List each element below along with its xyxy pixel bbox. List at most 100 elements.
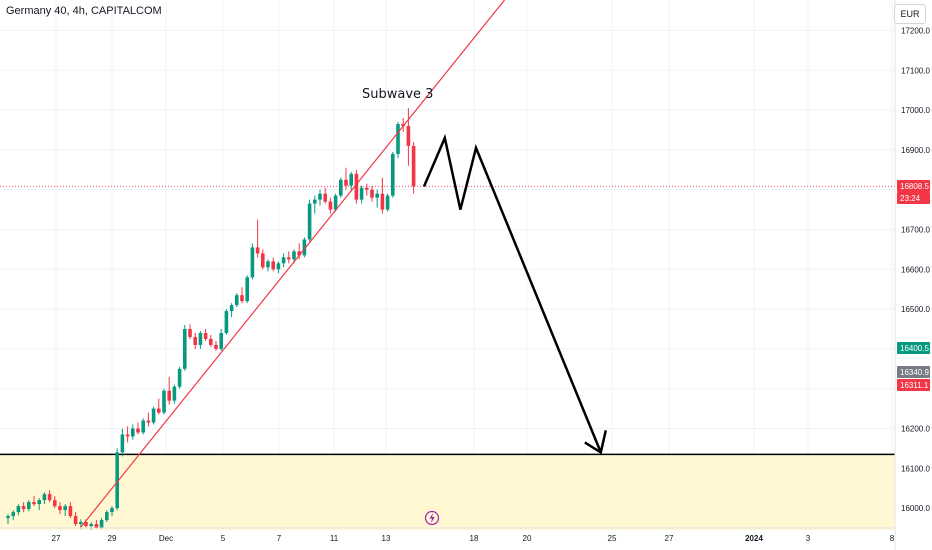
currency-button[interactable]: EUR [894, 4, 926, 24]
x-tick-label: 11 [330, 534, 339, 543]
candle-body [99, 520, 104, 528]
candle-body [359, 187, 364, 200]
candle-body [136, 428, 140, 433]
candle-body [396, 124, 400, 154]
subwave-label: Subwave 3 [362, 87, 433, 102]
x-tick-label: 7 [277, 534, 282, 543]
x-tick-label: 27 [665, 534, 674, 543]
price-badge [897, 366, 930, 378]
candle-body [53, 500, 57, 507]
candle-body [240, 295, 244, 302]
price-badge-label: 16400.5 [900, 344, 929, 353]
y-tick-label: 16500.0 [901, 305, 930, 314]
candle-body [162, 390, 166, 413]
candle-body [198, 332, 203, 345]
candle-body [255, 247, 260, 254]
candle-body [68, 506, 73, 517]
x-tick-label: 27 [52, 534, 61, 543]
candle-body [411, 145, 416, 187]
lightning-icon-glyph [429, 513, 435, 523]
y-tick-label: 16200.0 [901, 425, 930, 434]
x-tick-label: 29 [108, 534, 117, 543]
candle-body [42, 494, 47, 501]
candle-body [318, 193, 322, 200]
candle-body [16, 506, 21, 513]
x-tick-label: 2024 [745, 534, 763, 543]
y-tick-label: 17000.0 [901, 106, 930, 115]
lightning-icon[interactable] [424, 510, 440, 526]
symbol-title: Germany 40, 4h, CAPITALCOM [6, 5, 162, 17]
candle-body [323, 193, 327, 202]
candle-body [188, 329, 192, 337]
candle-body [47, 494, 52, 501]
candle-body [146, 420, 151, 423]
candle-body [157, 408, 161, 413]
candle-body [276, 263, 281, 270]
y-tick-label: 16000.0 [901, 504, 930, 513]
candle-body [406, 126, 411, 146]
price-badge-label: 16808.5 [900, 182, 929, 191]
price-badge-label: 16340.9 [900, 368, 929, 377]
candle-body [172, 386, 177, 401]
candle-body [89, 524, 93, 527]
trendline [80, 0, 506, 528]
candle-body [115, 452, 119, 509]
x-tick-label: 13 [382, 534, 391, 543]
candle-body [58, 506, 62, 511]
x-tick-label: 20 [523, 534, 532, 543]
candle-body [79, 522, 83, 525]
x-tick-label: Dec [159, 534, 173, 543]
candle-body [370, 189, 374, 198]
candle-body [365, 187, 369, 190]
candle-body [214, 344, 218, 349]
candle-body [385, 195, 390, 210]
x-tick-label: 8 [890, 534, 895, 543]
x-tick-label: 3 [806, 534, 811, 543]
candle-body [27, 502, 31, 509]
candle-body [63, 506, 67, 511]
candle-body [302, 239, 307, 256]
candle-body [73, 516, 78, 525]
candle-body [354, 173, 359, 200]
candle-body [266, 261, 270, 268]
x-tick-label: 25 [608, 534, 617, 543]
candle-body [271, 261, 275, 270]
x-tick-label: 5 [221, 534, 226, 543]
y-tick-label: 16600.0 [901, 265, 930, 274]
support-zone [0, 454, 895, 530]
candle-body [344, 179, 348, 186]
y-tick-label: 16100.0 [901, 464, 930, 473]
y-tick-label: 17100.0 [901, 66, 930, 75]
y-tick-label: 16700.0 [901, 226, 930, 235]
candle-body [339, 179, 343, 196]
candle-body [219, 332, 223, 349]
candle-body [177, 368, 182, 387]
candle-body [167, 390, 171, 401]
candle-body [131, 428, 135, 437]
candle-body [380, 193, 385, 210]
price-badge-label: 16311.1 [900, 381, 929, 390]
candle-body [193, 336, 197, 345]
candle-body [229, 305, 234, 312]
y-tick-label: 17200.0 [901, 27, 930, 36]
price-badge-label: 23:24 [900, 194, 921, 203]
projection-arrow [422, 133, 602, 453]
candle-body [84, 522, 88, 527]
candle-body [333, 195, 338, 210]
candle-body [292, 251, 296, 260]
candle-body [313, 199, 317, 204]
candle-body [120, 434, 125, 453]
candle-body [105, 512, 109, 521]
candle-body [141, 420, 145, 433]
candle-body [375, 193, 379, 198]
price-badge [897, 192, 930, 204]
candle-body [328, 201, 333, 210]
candle-body [110, 508, 114, 513]
candle-body [11, 512, 15, 517]
candle-body [37, 500, 41, 505]
candle-body [94, 524, 99, 528]
candle-body [209, 338, 213, 345]
candle-body [281, 257, 286, 264]
candle-body [6, 516, 10, 519]
